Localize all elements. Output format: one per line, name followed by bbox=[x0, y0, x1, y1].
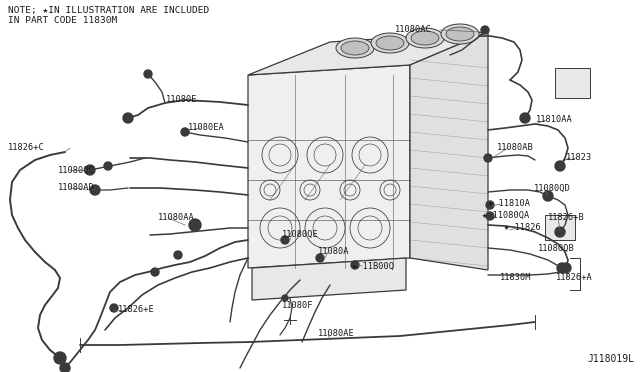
Text: NOTE; ★IN ILLUSTRATION ARE INCLUDED
IN PART CODE 11830M: NOTE; ★IN ILLUSTRATION ARE INCLUDED IN P… bbox=[8, 6, 209, 25]
Text: 11080QC: 11080QC bbox=[58, 166, 95, 174]
Ellipse shape bbox=[411, 31, 439, 45]
Circle shape bbox=[481, 26, 489, 34]
Circle shape bbox=[555, 227, 565, 237]
Circle shape bbox=[60, 363, 70, 372]
Polygon shape bbox=[410, 32, 488, 270]
Text: 11080QD: 11080QD bbox=[534, 183, 571, 192]
Text: 11080F: 11080F bbox=[282, 301, 314, 311]
Ellipse shape bbox=[341, 41, 369, 55]
Circle shape bbox=[174, 251, 182, 259]
Text: 11080A: 11080A bbox=[318, 247, 349, 257]
Text: 11810AA: 11810AA bbox=[536, 115, 573, 125]
Polygon shape bbox=[248, 65, 410, 268]
Circle shape bbox=[123, 113, 133, 123]
Circle shape bbox=[486, 212, 494, 220]
Circle shape bbox=[181, 128, 189, 136]
Circle shape bbox=[555, 161, 565, 171]
Text: ★ 11B00Q: ★ 11B00Q bbox=[352, 262, 394, 270]
Text: ★ 11826: ★ 11826 bbox=[504, 224, 541, 232]
Text: 11080AA: 11080AA bbox=[158, 214, 195, 222]
Text: 11823: 11823 bbox=[566, 154, 592, 163]
Text: 11080AD: 11080AD bbox=[58, 183, 95, 192]
Circle shape bbox=[557, 263, 567, 273]
Text: 11080EA: 11080EA bbox=[188, 124, 225, 132]
Circle shape bbox=[316, 254, 324, 262]
Circle shape bbox=[486, 201, 494, 209]
Circle shape bbox=[104, 162, 112, 170]
Circle shape bbox=[520, 113, 530, 123]
Text: 11080QE: 11080QE bbox=[282, 230, 319, 238]
Text: 11080QB: 11080QB bbox=[538, 244, 575, 253]
Ellipse shape bbox=[376, 36, 404, 50]
Text: 11080E: 11080E bbox=[166, 96, 198, 105]
Polygon shape bbox=[252, 258, 406, 300]
Text: 11080AE: 11080AE bbox=[318, 330, 355, 339]
Circle shape bbox=[281, 236, 289, 244]
Text: ★ 11080QA: ★ 11080QA bbox=[482, 211, 529, 219]
FancyBboxPatch shape bbox=[545, 215, 575, 240]
Ellipse shape bbox=[441, 24, 479, 44]
Text: 11826+B: 11826+B bbox=[548, 214, 585, 222]
Text: ★ 11810A: ★ 11810A bbox=[488, 199, 530, 208]
Circle shape bbox=[144, 70, 152, 78]
Text: 11080AC: 11080AC bbox=[395, 26, 432, 35]
Polygon shape bbox=[248, 32, 488, 75]
Text: 11826+C: 11826+C bbox=[8, 144, 45, 153]
Text: J118019L: J118019L bbox=[587, 354, 634, 364]
Text: 11826+A: 11826+A bbox=[556, 273, 593, 282]
Circle shape bbox=[484, 154, 492, 162]
Circle shape bbox=[351, 261, 359, 269]
Ellipse shape bbox=[371, 33, 409, 53]
Circle shape bbox=[85, 165, 95, 175]
Circle shape bbox=[151, 268, 159, 276]
Ellipse shape bbox=[406, 28, 444, 48]
Circle shape bbox=[189, 219, 201, 231]
Text: 11080AB: 11080AB bbox=[497, 144, 534, 153]
Circle shape bbox=[90, 185, 100, 195]
Circle shape bbox=[543, 191, 553, 201]
Circle shape bbox=[282, 295, 288, 301]
Circle shape bbox=[561, 263, 571, 273]
FancyBboxPatch shape bbox=[555, 68, 590, 98]
Circle shape bbox=[54, 352, 66, 364]
Circle shape bbox=[110, 304, 118, 312]
Ellipse shape bbox=[336, 38, 374, 58]
Text: 11830M: 11830M bbox=[500, 273, 531, 282]
Text: 11826+E: 11826+E bbox=[118, 305, 155, 314]
Ellipse shape bbox=[446, 27, 474, 41]
